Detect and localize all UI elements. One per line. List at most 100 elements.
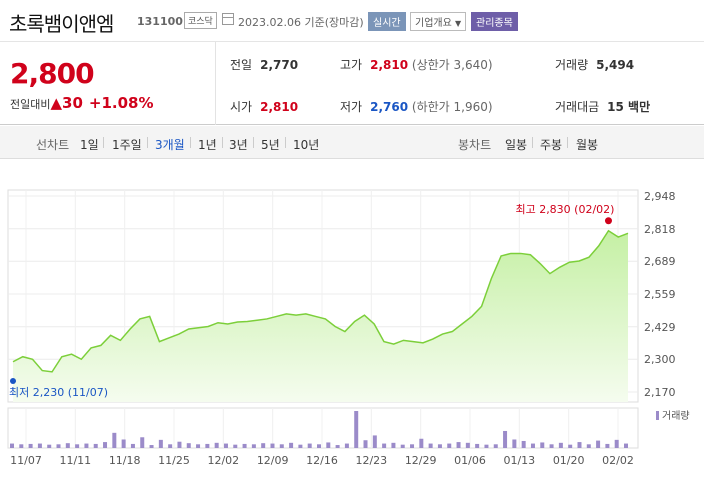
low-annotation: 최저 2,230 (11/07)	[9, 386, 108, 399]
volume-bar	[447, 443, 452, 448]
x-tick-label: 11/25	[158, 454, 190, 467]
divider	[532, 137, 533, 148]
volume-bar	[410, 444, 415, 448]
volume-bar	[270, 443, 275, 448]
change-percent: +1.08%	[88, 94, 154, 112]
volume-bar	[465, 442, 470, 448]
volume-bar	[261, 443, 266, 448]
high-label: 고가	[340, 58, 363, 72]
tab-3y[interactable]: 3년	[229, 138, 248, 152]
volume-bar	[158, 439, 163, 448]
realtime-button[interactable]: 실시간	[368, 12, 406, 31]
base-date: 2023.02.06 기준(장마감)	[238, 16, 364, 29]
volume-bar	[37, 443, 42, 448]
volume-bar	[186, 443, 191, 448]
volume-bar	[10, 443, 14, 448]
x-tick-label: 01/20	[553, 454, 585, 467]
volume-bar	[149, 445, 154, 448]
prev-close: 전일 2,770	[230, 56, 298, 73]
y-tick-label: 2,429	[644, 321, 676, 334]
divider	[222, 137, 223, 148]
volume-bar	[298, 444, 303, 448]
company-info-dropdown[interactable]: 기업개요 ▼	[410, 12, 467, 31]
x-tick-label: 12/16	[306, 454, 338, 467]
volume-bar	[168, 444, 173, 448]
volume-bar	[242, 443, 247, 448]
volume-bar	[112, 432, 117, 448]
volume-bar	[130, 443, 135, 448]
tab-daily[interactable]: 일봉	[505, 138, 528, 152]
y-tick-label: 2,948	[644, 190, 676, 203]
open-label: 시가	[230, 100, 253, 114]
y-tick-label: 2,818	[644, 223, 676, 236]
high-value: 2,810	[370, 58, 409, 72]
x-tick-label: 02/02	[602, 454, 634, 467]
x-tick-label: 01/13	[503, 454, 535, 467]
volume-bar	[400, 444, 405, 448]
tab-weekly[interactable]: 주봉	[540, 138, 563, 152]
tab-5y[interactable]: 5년	[261, 138, 280, 152]
volume-bar	[456, 442, 461, 448]
divider	[567, 137, 568, 148]
volume-bar	[391, 442, 396, 448]
tab-1w[interactable]: 1주일	[112, 138, 142, 152]
tab-1d[interactable]: 1일	[80, 138, 99, 152]
upper-limit: (상한가 3,640)	[411, 58, 493, 72]
volume-bar	[363, 440, 368, 448]
volume-bar	[140, 437, 145, 448]
volume-bar	[205, 443, 210, 448]
tab-1y[interactable]: 1년	[198, 138, 217, 152]
chart-tabs: 선차트 1일 1주일 3개월 1년 3년 5년 10년 봉차트 일봉 주봉 월봉	[0, 126, 704, 159]
volume-bar	[382, 443, 387, 448]
volume-frame	[7, 407, 639, 449]
low-price: 저가 2,760 (하한가 1,960)	[340, 98, 493, 115]
y-tick-label: 2,300	[644, 353, 676, 366]
volume-bar	[344, 443, 349, 448]
volume-bar	[372, 435, 377, 448]
volume-bar	[65, 443, 70, 448]
volume-bar	[307, 443, 312, 448]
trade-amount: 거래대금 15 백만	[555, 98, 650, 115]
volume-bar	[289, 442, 294, 448]
divider	[103, 137, 104, 148]
calendar-icon	[222, 13, 234, 25]
volume-bar	[568, 444, 573, 448]
stock-code: 131100	[137, 15, 183, 28]
volume-bar	[624, 443, 628, 448]
current-price: 2,800	[10, 57, 95, 90]
volume-bar	[437, 444, 442, 448]
managed-stock-badge[interactable]: 관리종목	[471, 12, 518, 31]
tab-10y[interactable]: 10년	[293, 138, 320, 152]
volume: 거래량 5,494	[555, 56, 634, 73]
volume-bar	[530, 443, 535, 448]
volume-bar	[93, 443, 98, 448]
y-tick-label: 2,170	[644, 386, 676, 399]
volume-bar	[428, 443, 433, 448]
high-marker	[604, 217, 612, 225]
amount-value: 15 백만	[607, 100, 651, 114]
volume-bar	[614, 439, 619, 448]
up-arrow-icon: ▲	[50, 94, 63, 112]
volume-bar	[549, 444, 554, 448]
volume-bar	[326, 442, 331, 448]
volume-bar	[577, 442, 582, 448]
tab-3m[interactable]: 3개월	[155, 138, 185, 152]
volume-bar	[419, 438, 424, 448]
price-chart: 거래량 2,948 2,818 2,689 2,559 2,429 2,300 2,170 1…	[7, 189, 690, 467]
chevron-down-icon: ▼	[455, 19, 462, 28]
stock-header: 초록뱀이앤엠 131100 코스닥 2023.02.06 기준(장마감) 실시간…	[0, 0, 704, 42]
volume-bar	[540, 442, 545, 448]
divider	[253, 137, 254, 148]
volume-bar	[233, 444, 238, 448]
change-value: 30	[62, 94, 83, 112]
x-tick-label: 12/02	[207, 454, 239, 467]
tab-monthly[interactable]: 월봉	[576, 138, 599, 152]
volume-legend-swatch	[656, 411, 659, 420]
divider	[285, 137, 286, 148]
low-value: 2,760	[370, 100, 409, 114]
x-tick-label: 11/18	[109, 454, 141, 467]
volume-bar	[251, 444, 256, 448]
low-marker	[10, 378, 16, 384]
market-badge: 코스닥	[184, 12, 217, 29]
divider	[147, 137, 148, 148]
